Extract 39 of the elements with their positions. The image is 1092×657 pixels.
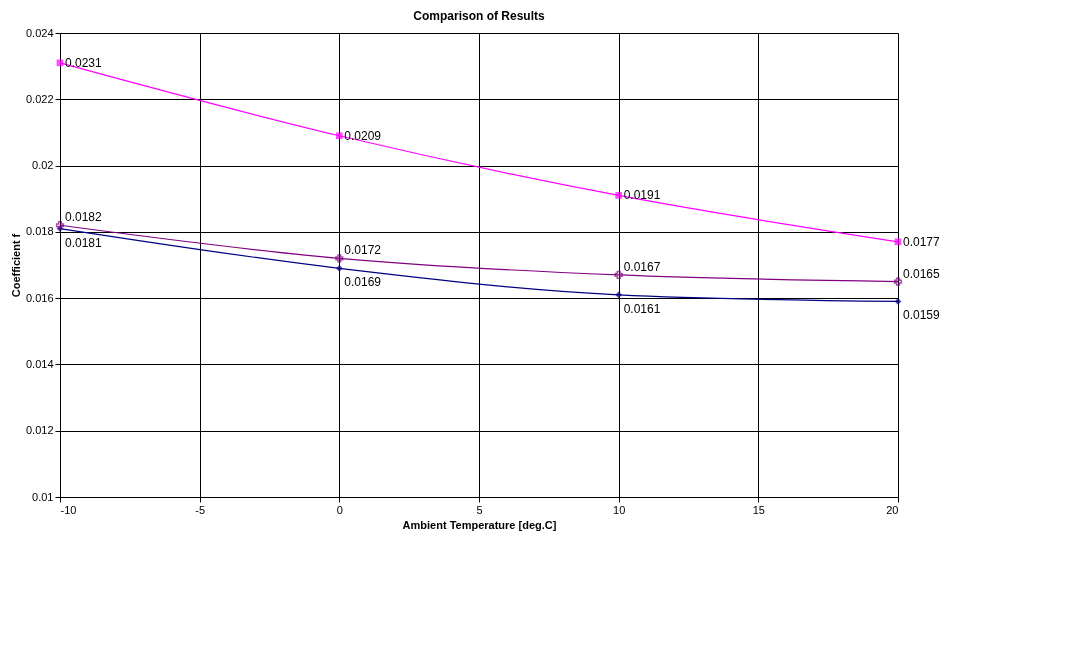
x-axis-title: Ambient Temperature [deg.C] — [402, 518, 557, 531]
data-label: 0.0191 — [623, 188, 661, 203]
data-label: 0.0165 — [903, 266, 941, 281]
data-label: 0.0161 — [623, 301, 661, 316]
y-tick-label: 0.012 — [25, 424, 54, 437]
data-label: 0.0172 — [344, 243, 382, 258]
data-label: 0.0159 — [903, 308, 941, 323]
point — [893, 277, 903, 286]
y-tick-label: 0.022 — [25, 92, 54, 105]
point — [335, 254, 344, 263]
data-label: 0.0181 — [65, 235, 103, 250]
data-label: 0.0231 — [65, 55, 103, 70]
chart-title: Comparison of Results — [413, 9, 545, 23]
point — [335, 132, 343, 140]
x-tick-label: 0 — [336, 503, 343, 516]
data-label: 0.0182 — [65, 210, 103, 225]
x-tick-label: 15 — [752, 503, 765, 516]
data-label: 0.0169 — [344, 275, 382, 290]
y-tick-label: 0.016 — [25, 291, 54, 304]
x-tick-label: 20 — [886, 503, 899, 516]
y-tick-label: 0.01 — [32, 490, 54, 503]
x-tick-label: 5 — [476, 503, 483, 516]
x-tick-label: 10 — [613, 503, 626, 516]
point — [614, 270, 623, 280]
y-axis-title: Coefficient f — [9, 233, 22, 298]
point — [615, 291, 623, 299]
data-label: 0.0177 — [903, 234, 941, 249]
x-tick-label: -5 — [195, 503, 206, 516]
point — [335, 264, 343, 272]
y-tick-label: 0.024 — [25, 26, 54, 39]
x-tick-label: -10 — [60, 503, 77, 516]
y-tick-label: 0.018 — [25, 225, 54, 238]
data-label: 0.0167 — [623, 259, 661, 274]
y-tick-label: 0.014 — [25, 357, 54, 370]
point — [894, 238, 902, 246]
data-label: 0.0209 — [344, 128, 382, 143]
y-tick-label: 0.02 — [32, 159, 54, 172]
point — [56, 59, 64, 67]
point — [615, 192, 623, 199]
